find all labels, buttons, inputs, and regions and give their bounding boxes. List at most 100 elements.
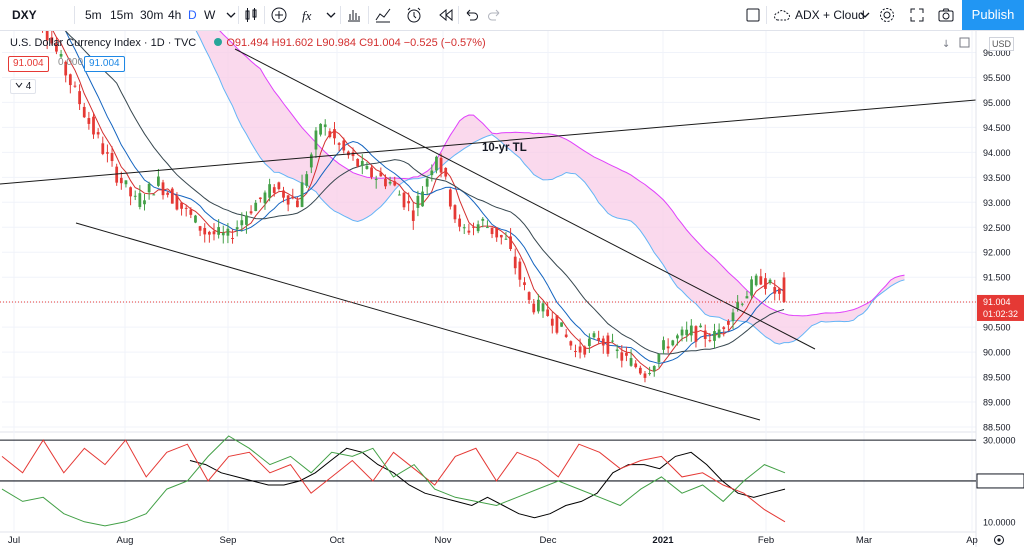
trendline-upper-channel[interactable]	[234, 48, 816, 350]
candle-body	[736, 301, 740, 309]
camera-icon[interactable]	[937, 6, 955, 24]
add-icon[interactable]	[270, 6, 288, 24]
redo-icon[interactable]	[486, 6, 504, 24]
candle	[393, 176, 397, 187]
candle	[694, 325, 698, 348]
candle-body	[773, 287, 777, 294]
interval-d[interactable]: D	[188, 8, 197, 22]
candle-body	[161, 182, 165, 196]
interval-4h[interactable]: 4h	[168, 8, 182, 22]
candle	[328, 128, 332, 139]
symbol-search[interactable]: DXY	[12, 8, 37, 22]
publish-button[interactable]: Publish	[962, 0, 1024, 30]
candle-body	[481, 218, 485, 221]
candle	[212, 223, 216, 241]
undo-icon[interactable]	[462, 6, 480, 24]
chevron-down-icon[interactable]	[856, 6, 874, 24]
candle-body	[194, 215, 197, 223]
settings-icon[interactable]	[994, 535, 1004, 545]
candle	[272, 184, 276, 197]
checkbox-icon[interactable]	[744, 6, 762, 24]
candle	[87, 111, 91, 130]
candle	[541, 301, 545, 318]
fullscreen-icon[interactable]	[908, 6, 926, 24]
candle	[194, 214, 197, 224]
currency-label[interactable]: USD	[989, 37, 1015, 51]
candle-body	[685, 329, 689, 336]
candle	[157, 168, 160, 188]
interval-w[interactable]: W	[204, 8, 216, 22]
candle-body	[314, 130, 318, 150]
candle	[657, 353, 661, 368]
alert-icon[interactable]	[405, 6, 423, 24]
studies-toggle[interactable]: 4	[10, 79, 37, 94]
candle-body	[569, 341, 573, 346]
scroll-down-icon[interactable]: ↓	[942, 39, 950, 50]
candle-body	[133, 195, 137, 197]
toolbar-divider	[238, 6, 239, 24]
candle-body	[476, 224, 480, 232]
trendlines[interactable]: 10-yr TL	[0, 48, 977, 421]
candle-body	[245, 215, 248, 225]
interval-15m[interactable]: 15m	[110, 8, 134, 22]
adx-tick-label: 10.0000	[983, 517, 1016, 527]
candle	[782, 272, 786, 303]
fx-icon[interactable]: fx	[300, 6, 318, 24]
trendline-lower-channel[interactable]	[75, 222, 761, 421]
candle	[235, 220, 239, 237]
candle	[207, 230, 211, 243]
candle-body	[694, 326, 698, 342]
candle-body	[96, 132, 100, 135]
interval-30m[interactable]: 30m	[140, 8, 164, 22]
candle	[82, 102, 86, 119]
time-axis[interactable]: Jul Aug Sep Oct Nov Dec 2021 Feb Mar Ap	[8, 535, 1004, 546]
chart-legend: U.S. Dollar Currency Index · 1D · TVC O9…	[10, 37, 486, 49]
candle-body	[138, 193, 142, 207]
toolbar-divider	[340, 6, 341, 24]
candle-body	[170, 188, 174, 204]
symbol-title[interactable]: U.S. Dollar Currency Index · 1D · TVC	[10, 37, 197, 49]
candle	[282, 186, 285, 203]
candle	[68, 73, 72, 94]
candle	[55, 37, 58, 55]
interval-5m[interactable]: 5m	[85, 8, 102, 22]
candle-body	[467, 230, 471, 233]
x-tick-label: Ap	[966, 535, 978, 546]
candle-body	[597, 337, 601, 341]
compare-icon[interactable]	[374, 6, 392, 24]
candle-body	[513, 256, 517, 269]
candle-body	[676, 335, 679, 339]
candle-body	[453, 205, 457, 220]
candle	[249, 205, 253, 215]
x-tick-label: Aug	[117, 535, 134, 546]
y-tick-label: 88.500	[983, 423, 1011, 433]
auto-scale-icon[interactable]	[959, 37, 970, 48]
candle-body	[152, 194, 156, 196]
replay-icon[interactable]	[436, 6, 454, 24]
gear-icon[interactable]	[878, 6, 896, 24]
trendline-10yr[interactable]	[0, 99, 977, 185]
candle	[472, 222, 475, 236]
candle-body	[448, 189, 452, 207]
adx-tick-label: 30.0000	[983, 436, 1016, 446]
chevron-down-icon[interactable]	[322, 6, 340, 24]
candle-body	[397, 194, 401, 196]
candles-icon[interactable]	[242, 6, 260, 24]
candle	[611, 333, 614, 343]
bar-chart-icon[interactable]	[345, 6, 363, 24]
candle-body	[411, 210, 415, 221]
price-axis[interactable]: 96.000 95.500 95.000 94.500 94.000 93.500 93.0…	[0, 30, 1024, 547]
candle-body	[745, 296, 749, 299]
indicators-template[interactable]: ADX + Cloud	[795, 8, 865, 22]
candle	[360, 154, 364, 175]
chevron-down-icon[interactable]	[222, 6, 240, 24]
current-price-badge[interactable]	[977, 294, 1024, 321]
candle-body	[309, 154, 313, 168]
candle-body	[87, 118, 91, 124]
candle-body	[472, 226, 475, 228]
candle	[731, 308, 735, 329]
candle-body	[523, 282, 526, 286]
candle	[138, 185, 142, 210]
candle-body	[759, 276, 763, 285]
